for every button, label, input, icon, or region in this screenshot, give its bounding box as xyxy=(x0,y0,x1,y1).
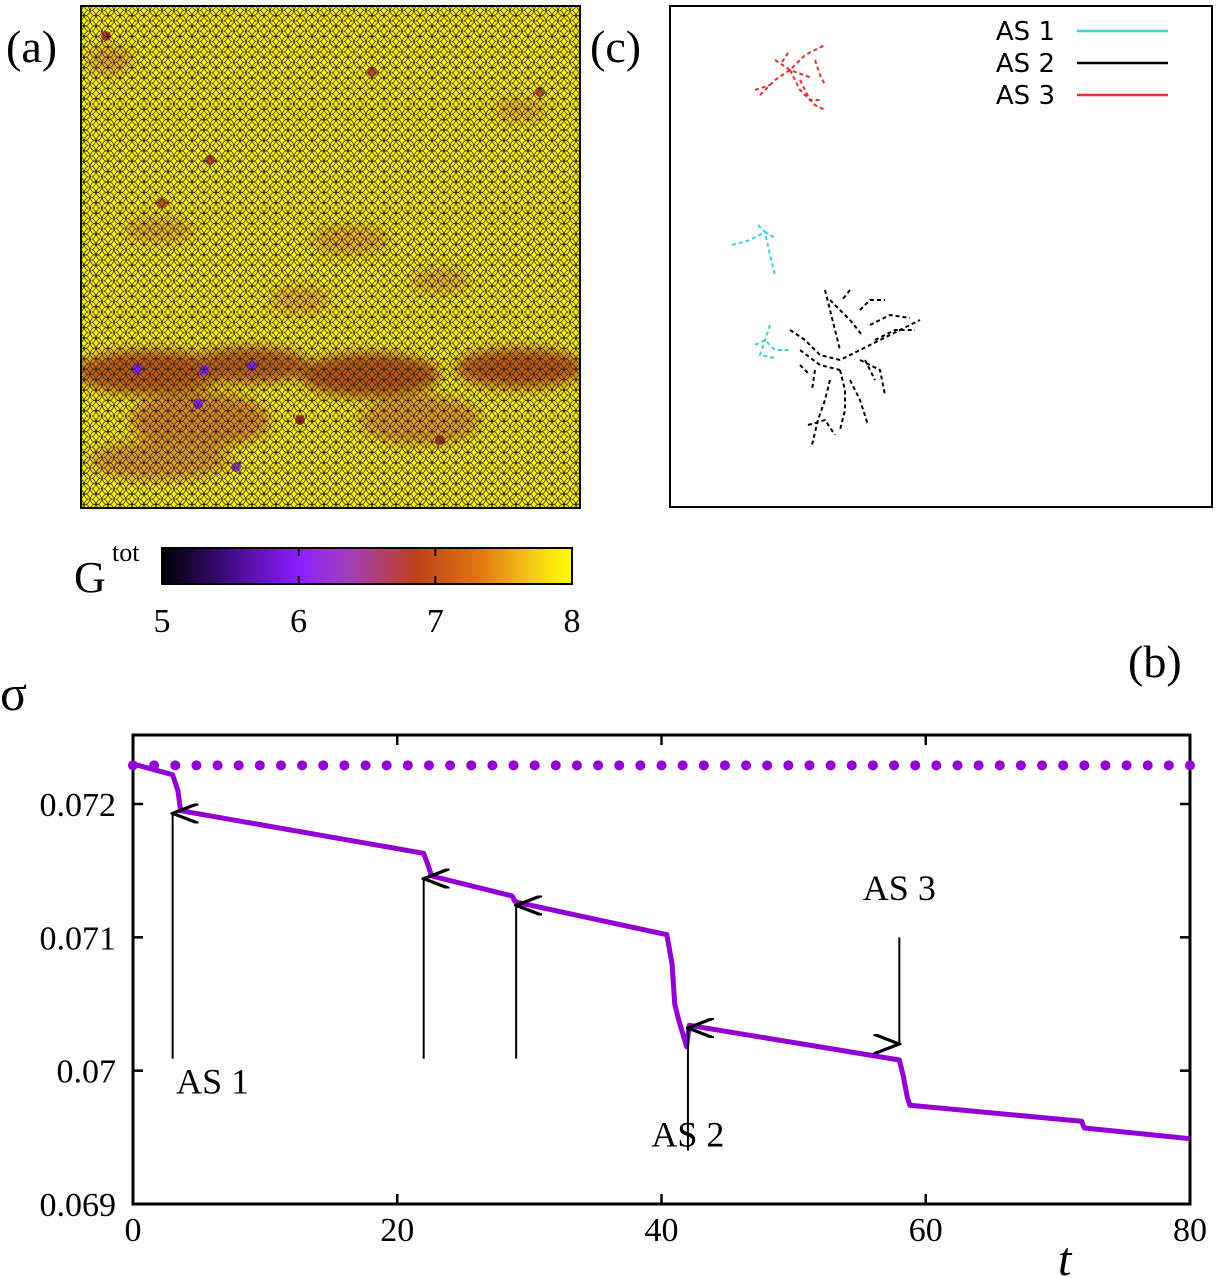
reference-point xyxy=(508,760,519,771)
reference-point xyxy=(381,760,392,771)
panel-b-label: (b) xyxy=(1128,636,1182,687)
reference-point xyxy=(423,760,434,771)
reference-point xyxy=(910,760,921,771)
reference-point xyxy=(825,760,836,771)
as1-cluster xyxy=(731,224,790,359)
panel-a-frame xyxy=(80,5,581,509)
reference-point xyxy=(952,760,963,771)
colorbar-gradient xyxy=(161,547,573,585)
reference-point xyxy=(318,760,329,771)
x-tick-label: 60 xyxy=(909,1212,943,1249)
reference-point xyxy=(1142,760,1153,771)
colorbar-tick-label: 7 xyxy=(427,603,444,640)
x-tick-label: 20 xyxy=(380,1212,414,1249)
x-tick-label: 80 xyxy=(1173,1212,1207,1249)
annotation-label: AS 1 xyxy=(176,1061,249,1101)
y-tick-label: 0.071 xyxy=(40,920,117,957)
annotation-label: AS 2 xyxy=(651,1115,724,1155)
legend-label: AS 1 xyxy=(996,17,1055,47)
reference-point xyxy=(550,760,561,771)
reference-point xyxy=(867,760,878,771)
panel-c-frame xyxy=(669,5,1213,508)
reference-point xyxy=(994,760,1005,771)
reference-point xyxy=(1185,760,1195,771)
reference-point xyxy=(487,760,498,771)
reference-point xyxy=(445,760,456,771)
colorbar-tick-label: 6 xyxy=(290,603,307,640)
reference-point xyxy=(275,760,286,771)
colorbar-label-superscript: tot xyxy=(112,538,140,567)
reference-point xyxy=(1037,760,1048,771)
reference-point xyxy=(571,760,582,771)
reference-point xyxy=(1163,760,1174,771)
reference-point xyxy=(846,760,857,771)
reference-point xyxy=(762,760,773,771)
annotation-label: AS 3 xyxy=(863,868,936,908)
colorbar-tick-label: 8 xyxy=(564,603,581,640)
reference-point xyxy=(1121,760,1132,771)
legend-label: AS 2 xyxy=(996,49,1055,79)
x-tick-label: 0 xyxy=(125,1212,142,1249)
y-tick-label: 0.069 xyxy=(40,1187,117,1224)
panel-c-label: (c) xyxy=(590,21,641,72)
reference-point xyxy=(783,760,794,771)
reference-point xyxy=(1058,760,1069,771)
reference-point xyxy=(191,760,202,771)
as3-cluster xyxy=(754,44,826,111)
x-axis-label: t xyxy=(1058,1233,1073,1278)
panel-c: (c) AS 1AS 2AS 3 xyxy=(590,5,1213,508)
reference-point xyxy=(931,760,942,771)
reference-point xyxy=(973,760,984,771)
particle-packing-image xyxy=(81,6,580,508)
x-tick-label: 40 xyxy=(645,1212,679,1249)
reference-point xyxy=(635,760,646,771)
colorbar-tick-label: 5 xyxy=(154,603,171,640)
reference-point xyxy=(339,760,350,771)
panel-a-label: (a) xyxy=(6,21,57,72)
reference-point xyxy=(677,760,688,771)
reference-point xyxy=(233,760,244,771)
reference-point xyxy=(614,760,625,771)
colorbar-label: G xyxy=(74,553,106,602)
reference-point xyxy=(656,760,667,771)
reference-point xyxy=(698,760,709,771)
reference-point xyxy=(254,760,265,771)
reference-point xyxy=(297,760,308,771)
reference-point xyxy=(593,760,604,771)
reference-point xyxy=(804,760,815,771)
legend: AS 1AS 2AS 3 xyxy=(996,17,1168,111)
reference-point xyxy=(466,760,477,771)
panel-b: (b) σ t 0 20 40 60 80 0.069 0.07 0.071 0.072 AS 1… xyxy=(0,636,1207,1278)
y-tick-label: 0.07 xyxy=(57,1054,117,1091)
legend-label: AS 3 xyxy=(996,81,1055,111)
reference-point xyxy=(1015,760,1026,771)
reference-point xyxy=(741,760,752,771)
as2-cluster xyxy=(789,289,921,446)
y-tick-label: 0.072 xyxy=(40,787,117,824)
reference-point xyxy=(1079,760,1090,771)
stress-line xyxy=(132,761,1191,1142)
y-axis-label: σ xyxy=(0,665,27,721)
stress-plot: 0 20 40 60 80 0.069 0.07 0.071 0.072 AS 1 AS 2 AS 3 xyxy=(40,733,1207,1249)
reference-point xyxy=(1100,760,1111,771)
reference-point xyxy=(889,760,900,771)
reference-point xyxy=(212,760,223,771)
reference-point xyxy=(529,760,540,771)
reference-point xyxy=(360,760,371,771)
reference-point xyxy=(402,760,413,771)
panel-a: (a) xyxy=(6,5,581,640)
reference-point xyxy=(170,760,181,771)
colorbar: G tot 5 6 7 8 xyxy=(74,538,581,640)
reference-point xyxy=(719,760,730,771)
